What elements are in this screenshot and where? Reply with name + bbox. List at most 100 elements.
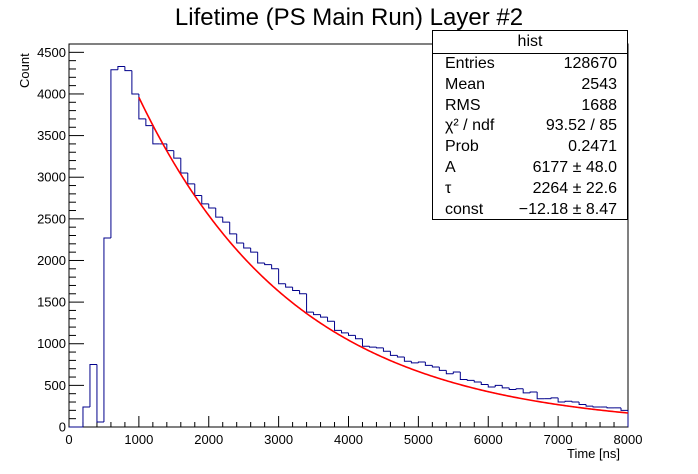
histogram-bin	[564, 400, 573, 403]
histogram-bin	[529, 391, 538, 393]
stats-row: Prob 0.2471	[433, 137, 627, 158]
histogram-bin	[361, 338, 370, 347]
histogram-bin	[271, 264, 279, 270]
stats-row: A 6177 ± 48.0	[433, 158, 627, 179]
stats-label: Mean	[445, 75, 486, 93]
stats-label: A	[445, 158, 456, 176]
histogram-bin	[459, 372, 468, 381]
histogram-bin	[445, 370, 454, 375]
histogram-bin	[515, 388, 524, 390]
histogram-bin	[152, 125, 160, 145]
histogram-bin	[606, 407, 615, 409]
histogram-bin	[201, 195, 209, 205]
histogram-bin	[194, 183, 202, 197]
histogram-bin	[354, 335, 363, 340]
stats-value: 1688	[581, 96, 617, 114]
histogram-bin	[396, 355, 405, 358]
histogram-bin	[250, 247, 258, 253]
histogram-bin	[452, 371, 461, 374]
histogram-bin	[236, 233, 244, 244]
histogram-bin	[578, 402, 587, 406]
x-tick-label: 6000	[474, 432, 503, 447]
x-tick-label: 1000	[124, 432, 153, 447]
stats-value: 6177 ± 48.0	[532, 158, 617, 176]
stats-label: χ² / ndf	[445, 117, 495, 135]
y-tick-label: 2500	[37, 211, 66, 226]
histogram-bin	[431, 365, 440, 368]
histogram-bin	[292, 287, 300, 291]
histogram-bin	[487, 384, 496, 388]
histogram-bin	[382, 347, 391, 352]
histogram-bin	[320, 314, 328, 318]
histogram-bin	[341, 330, 349, 334]
histogram-bin	[417, 361, 426, 363]
stats-box: hist Entries 128670 Mean 2543 RMS 1688 χ² / nd…	[432, 30, 628, 220]
histogram-bin	[243, 242, 251, 249]
histogram-bin	[466, 379, 475, 381]
histogram-bin	[536, 392, 545, 400]
x-tick-label: 8000	[614, 432, 643, 447]
histogram-bin	[138, 93, 146, 120]
histogram-bin	[131, 70, 139, 95]
stats-value: −12.18 ± 8.47	[518, 200, 617, 218]
histogram-bin	[410, 361, 419, 364]
histogram-bin	[82, 406, 90, 427]
histogram-bin	[522, 388, 531, 394]
histogram-bin	[375, 347, 384, 349]
histogram-bin	[257, 252, 265, 264]
stats-label: Entries	[445, 55, 495, 72]
stats-label: Prob	[445, 138, 479, 156]
histogram-bin	[348, 332, 356, 336]
stats-box-title: hist	[433, 31, 627, 54]
histogram-bin	[117, 65, 125, 70]
stats-row: χ² / ndf 93.52 / 85	[433, 116, 627, 137]
stats-value: 2543	[581, 75, 617, 93]
histogram-bin	[508, 387, 517, 391]
histogram-bin	[124, 66, 132, 72]
histogram-bin	[473, 380, 482, 383]
x-tick-label: 5000	[404, 432, 433, 447]
y-tick-label: 3000	[37, 170, 66, 185]
x-tick-label: 4000	[334, 432, 363, 447]
histogram-bin	[557, 397, 566, 403]
x-tick-label: 3000	[264, 432, 293, 447]
y-tick-label: 500	[44, 378, 66, 393]
x-tick-label: 2000	[194, 432, 223, 447]
stats-row: Entries 128670	[433, 54, 627, 75]
histogram-bin	[166, 143, 174, 152]
stats-value: 2264 ± 22.6	[532, 179, 617, 197]
histogram-bin	[187, 173, 195, 185]
histogram-bin	[208, 203, 216, 209]
histogram-bin	[592, 406, 601, 408]
histogram-bin	[438, 367, 447, 371]
histogram-bin	[145, 118, 153, 127]
y-tick-label: 1500	[37, 295, 66, 310]
histogram-bin	[173, 150, 181, 159]
histogram-bin	[550, 397, 559, 399]
y-tick-label: 2000	[37, 253, 66, 268]
histogram-bin	[327, 317, 335, 322]
histogram-bin	[501, 385, 510, 389]
histogram-bin	[285, 283, 293, 288]
histogram-bin	[96, 364, 104, 423]
histogram-bin	[264, 262, 272, 266]
histogram-bin	[103, 237, 111, 423]
histogram-bin	[278, 268, 286, 285]
fit-curve	[138, 97, 629, 414]
x-tick-label: 7000	[544, 432, 573, 447]
histogram-bin	[424, 362, 433, 366]
histogram-bin	[299, 290, 307, 295]
y-tick-label: 4000	[37, 86, 66, 101]
histogram-bin	[620, 407, 628, 411]
histogram-bin	[494, 384, 503, 388]
histogram-bin	[229, 222, 237, 235]
stats-row: τ 2264 ± 22.6	[433, 179, 627, 200]
histogram-bin	[571, 401, 580, 403]
histogram-bin	[480, 382, 489, 386]
y-tick-label: 3500	[37, 128, 66, 143]
stats-value: 93.52 / 85	[545, 117, 617, 135]
histogram-bin	[180, 158, 188, 174]
stats-row: RMS 1688	[433, 96, 627, 117]
histogram-bin	[313, 312, 321, 316]
